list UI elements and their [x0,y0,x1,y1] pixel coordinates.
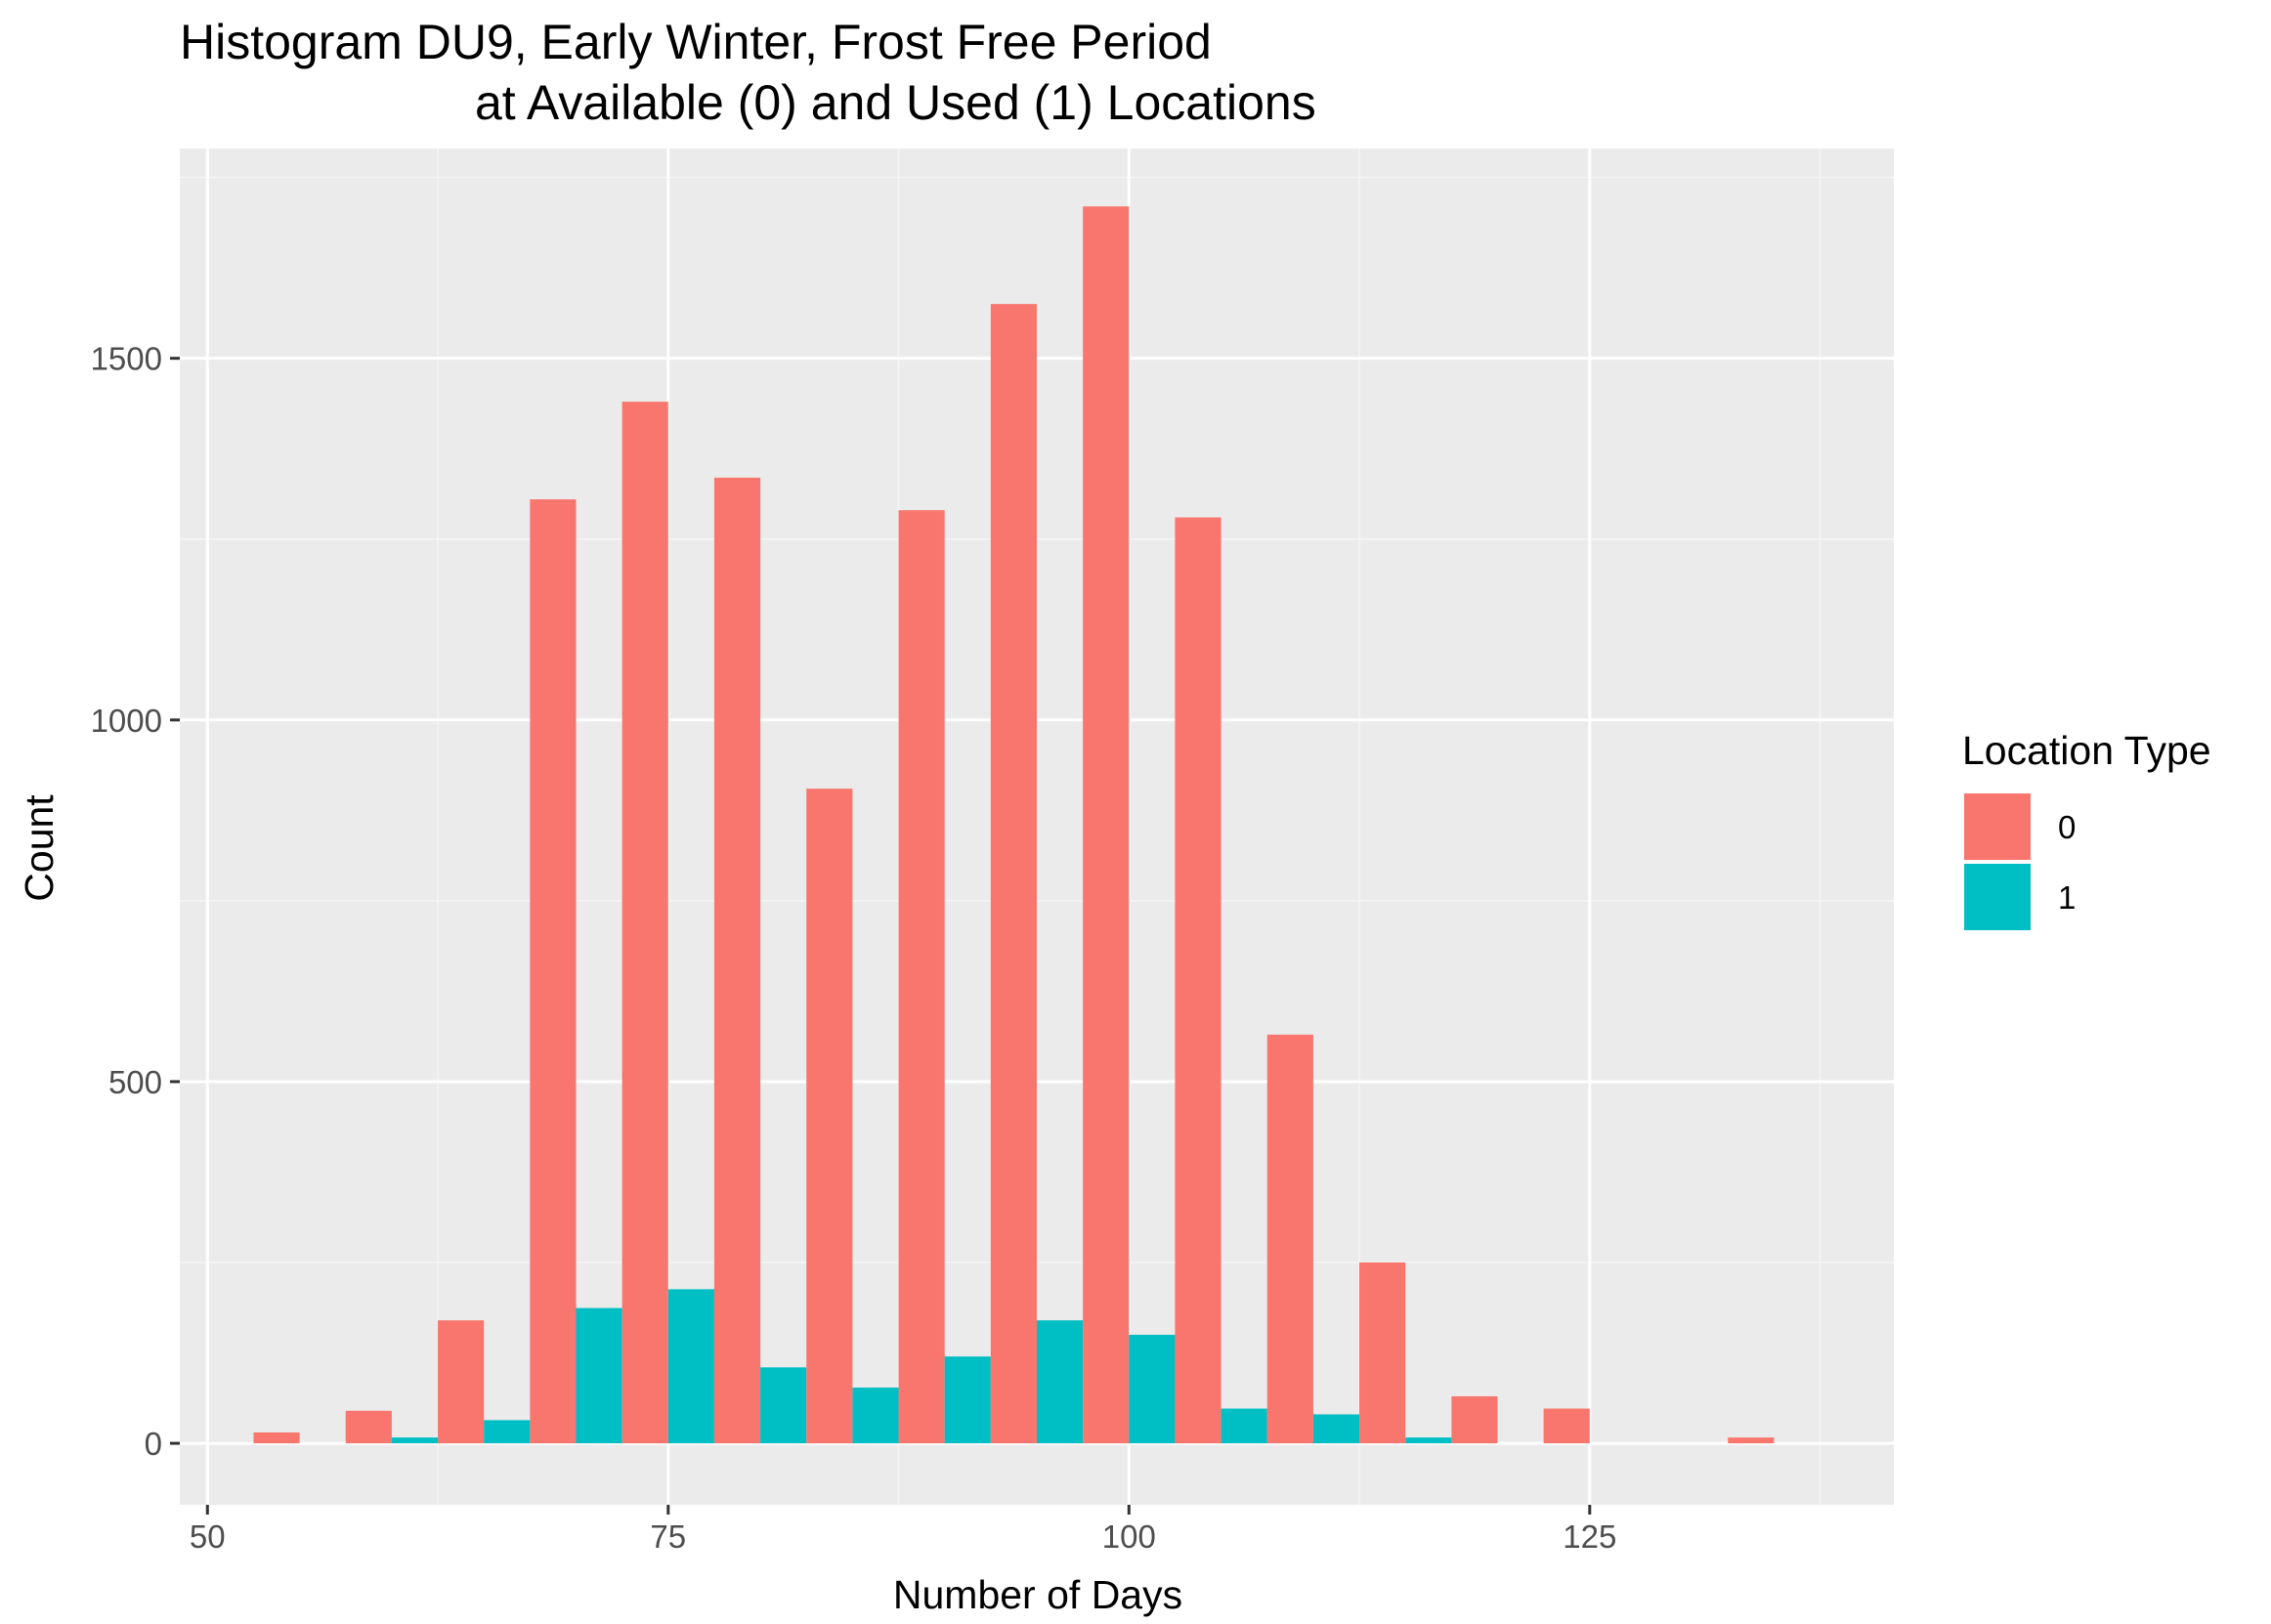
bar-location-type-0 [990,304,1037,1444]
y-tick-label: 500 [108,1064,162,1100]
x-tick-label: 100 [1102,1518,1156,1555]
bar-location-type-0 [1083,206,1130,1444]
chart-subtitle: at Available (0) and Used (1) Locations [475,75,1316,130]
bar-location-type-1 [1221,1408,1267,1444]
bar-location-type-1 [1129,1335,1176,1444]
bar-location-type-0 [1543,1408,1590,1444]
bar-location-type-0 [530,499,577,1444]
y-axis-ticks: 0 500 1000 1500 [91,341,180,1462]
bar-location-type-1 [391,1437,439,1444]
y-tick-label: 1000 [91,703,162,739]
bar-location-type-0 [438,1320,485,1444]
legend: Location Type 0 1 [1962,728,2211,930]
chart-title: Histogram DU9, Early Winter, Frost Free … [180,15,1212,69]
bar-location-type-0 [345,1410,392,1444]
bar-location-type-1 [576,1307,622,1444]
bar-location-type-0 [1728,1437,1775,1444]
legend-title: Location Type [1962,728,2211,773]
bar-location-type-0 [1175,517,1221,1444]
bar-location-type-0 [898,510,945,1444]
bar-location-type-0 [253,1432,300,1444]
bar-location-type-1 [667,1289,714,1444]
bar-location-type-0 [621,402,668,1444]
x-tick-label: 125 [1563,1518,1616,1555]
y-axis-title: Count [17,794,62,902]
bar-location-type-1 [852,1388,899,1444]
y-tick-label: 0 [145,1426,162,1462]
x-axis-title: Number of Days [893,1572,1182,1617]
y-tick-label: 1500 [91,341,162,377]
bars [253,206,1775,1444]
bar-location-type-1 [1312,1414,1360,1444]
legend-key-0 [1964,793,2031,860]
bar-location-type-1 [760,1367,807,1444]
x-tick-label: 75 [650,1518,686,1555]
bar-location-type-0 [713,477,761,1444]
x-axis-ticks: 50 75 100 125 [190,1505,1616,1555]
bar-location-type-0 [1451,1395,1498,1444]
bar-location-type-1 [1037,1320,1084,1444]
x-tick-label: 50 [190,1518,226,1555]
legend-key-1 [1964,864,2031,930]
legend-label-0: 0 [2058,809,2076,845]
bar-location-type-1 [1405,1437,1452,1444]
bar-location-type-1 [484,1420,531,1444]
bar-location-type-1 [944,1356,991,1444]
bar-location-type-0 [806,789,853,1444]
bar-location-type-0 [1359,1262,1406,1444]
bar-location-type-0 [1266,1034,1313,1444]
legend-label-1: 1 [2058,879,2076,916]
